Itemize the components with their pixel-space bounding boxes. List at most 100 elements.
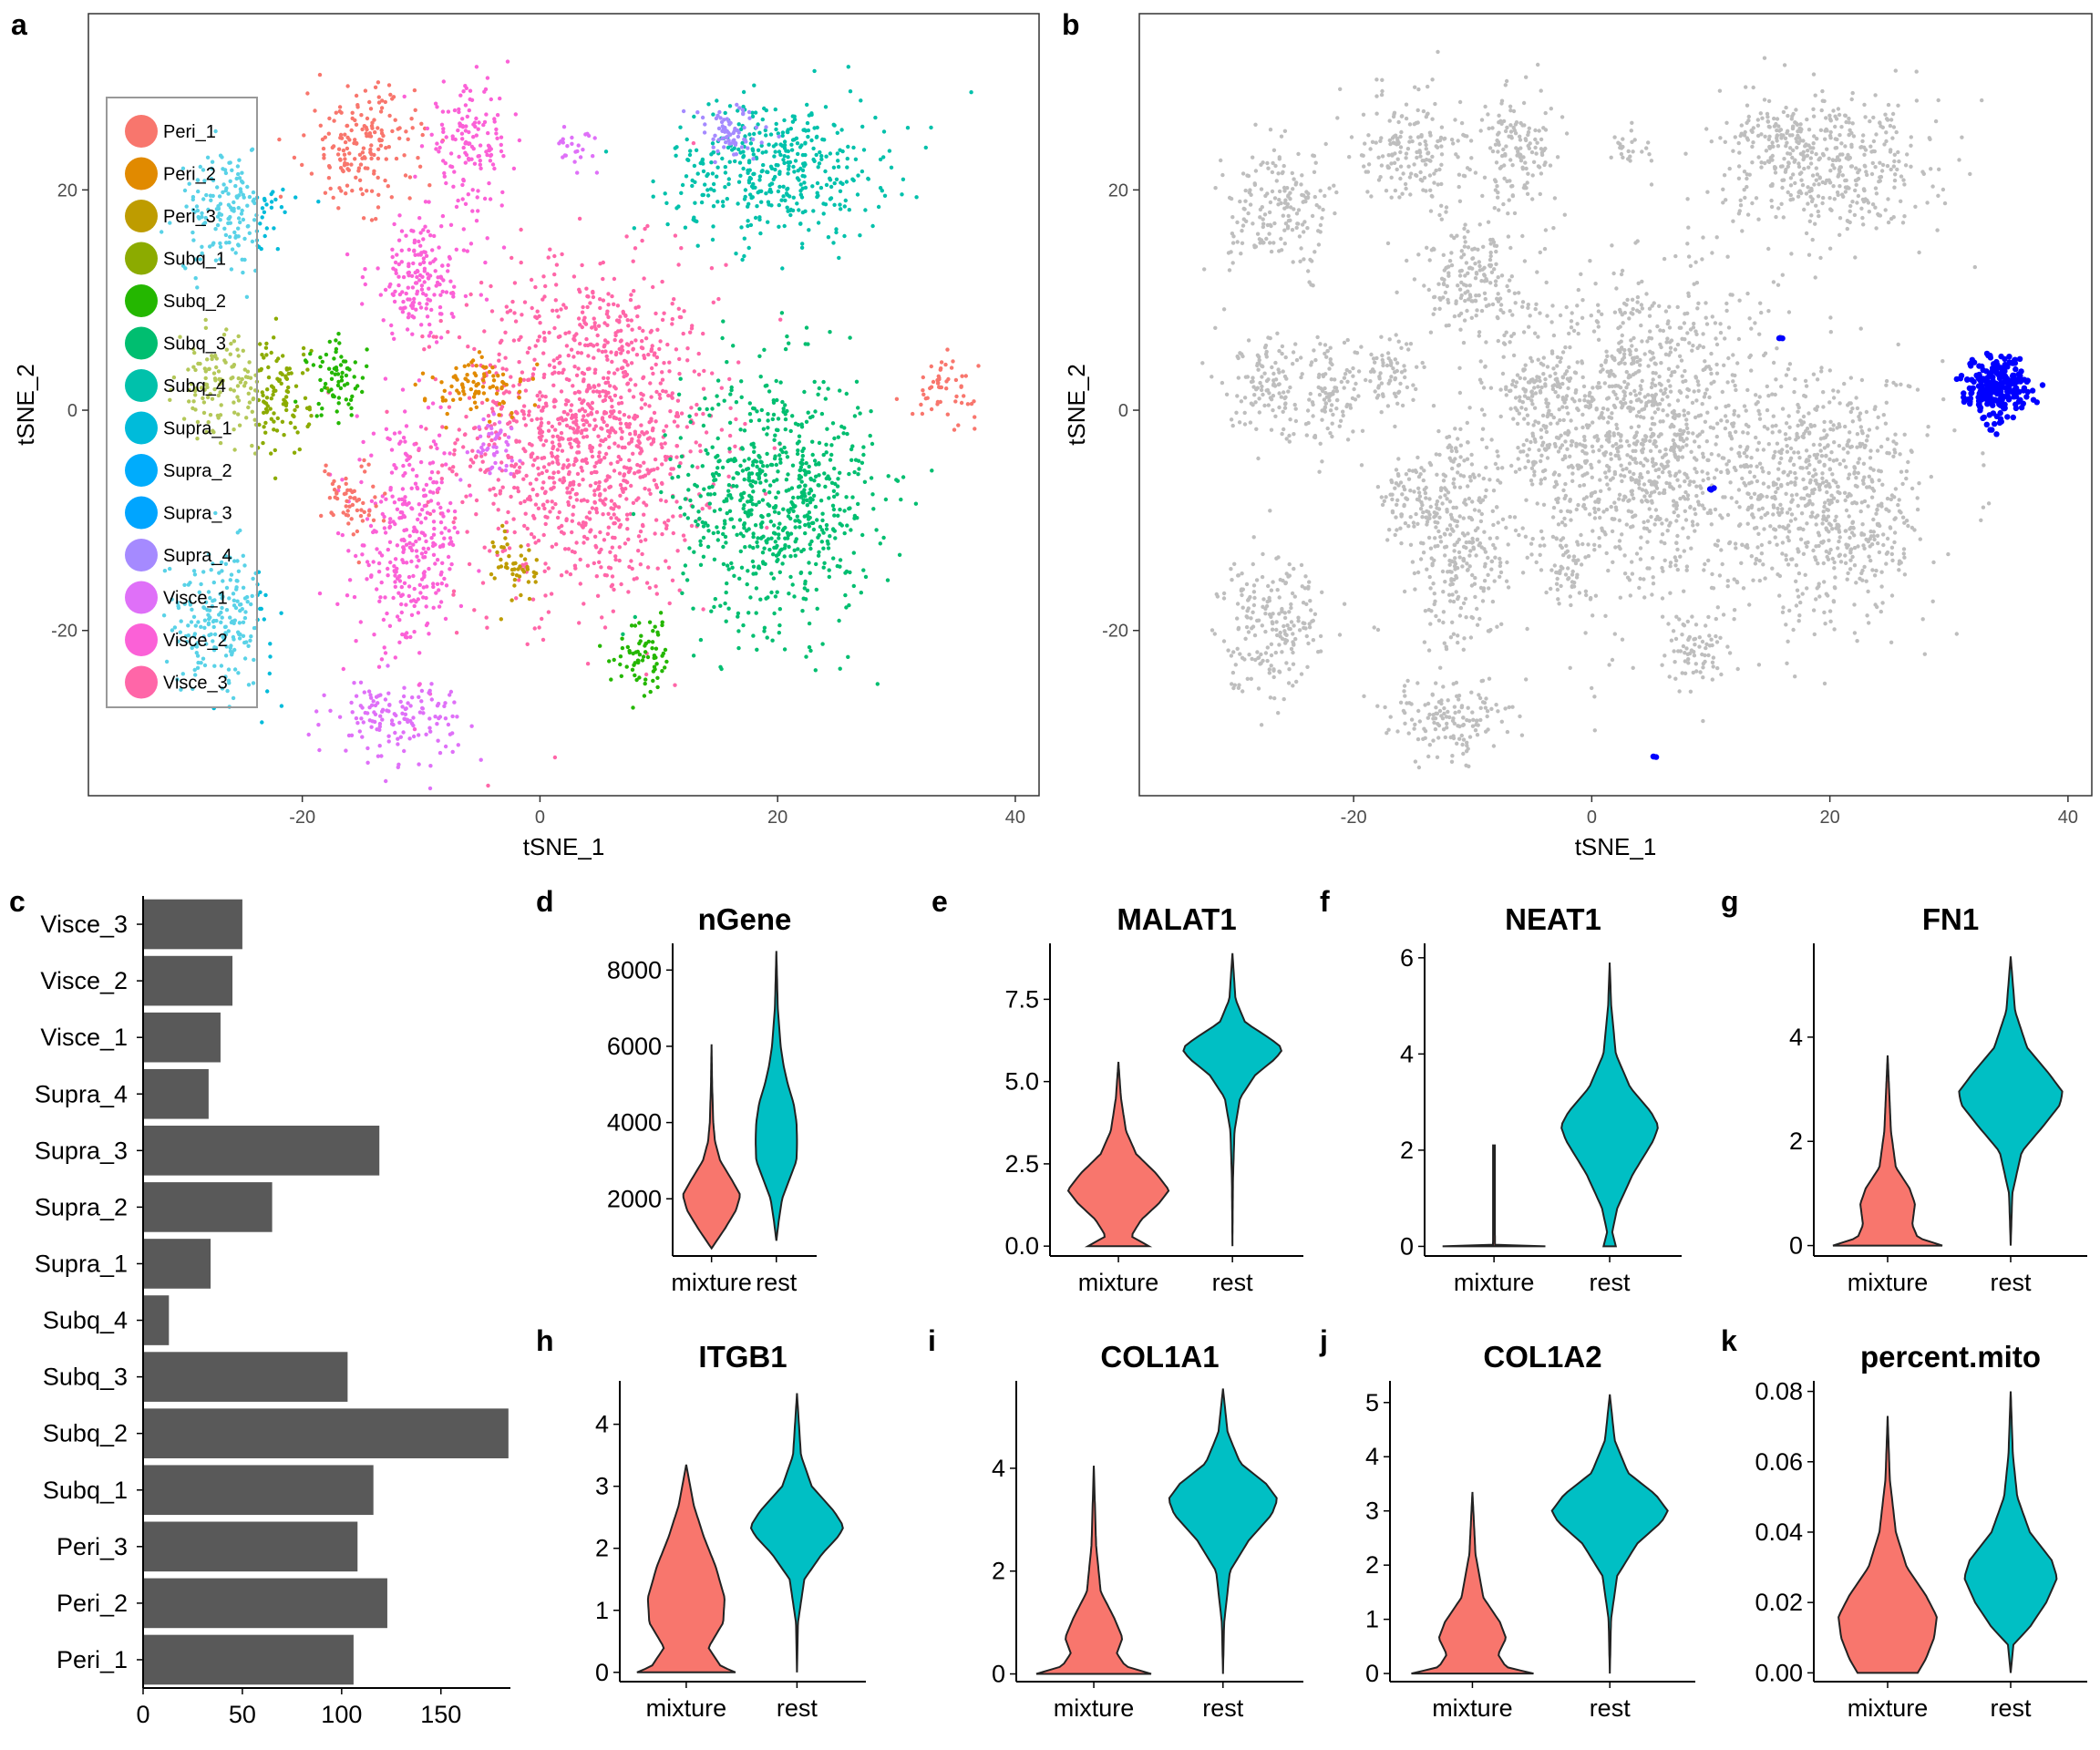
data-point <box>592 489 597 493</box>
data-point <box>510 415 514 419</box>
data-point <box>407 462 412 468</box>
data-point <box>830 503 836 508</box>
data-point <box>659 442 664 447</box>
data-point <box>739 395 744 399</box>
data-point <box>1651 370 1655 376</box>
data-point <box>856 501 860 507</box>
data-point <box>451 589 457 593</box>
data-point <box>389 718 395 723</box>
data-point <box>439 582 444 586</box>
data-point <box>775 559 779 563</box>
data-point <box>876 204 881 210</box>
data-point <box>504 463 509 468</box>
data-point <box>795 201 799 206</box>
data-point <box>435 558 440 562</box>
data-point <box>652 655 656 661</box>
data-point <box>449 540 454 544</box>
data-point <box>766 595 770 600</box>
data-point <box>386 664 390 668</box>
data-point <box>783 403 788 407</box>
data-point <box>414 549 419 553</box>
data-point <box>461 445 466 449</box>
data-point <box>678 314 684 320</box>
data-point <box>427 716 432 721</box>
data-point <box>413 481 418 486</box>
data-point <box>679 411 685 416</box>
data-point <box>1675 342 1681 347</box>
data-point <box>577 521 582 526</box>
data-point <box>860 532 865 538</box>
data-point <box>247 231 252 235</box>
data-point <box>561 303 566 307</box>
data-point <box>435 582 440 586</box>
data-point <box>461 248 467 252</box>
data-point <box>1580 375 1585 380</box>
data-point <box>544 404 549 408</box>
data-point <box>415 485 419 489</box>
data-point <box>576 316 582 321</box>
data-point <box>1684 417 1689 422</box>
data-point <box>760 150 765 155</box>
data-point <box>745 529 749 533</box>
data-point <box>787 592 791 596</box>
data-point <box>383 99 387 105</box>
data-point <box>803 579 808 584</box>
data-point <box>1756 440 1762 445</box>
data-point <box>759 189 764 193</box>
data-point <box>693 180 697 184</box>
data-point <box>387 520 392 525</box>
data-point <box>353 118 357 123</box>
data-point <box>662 361 666 365</box>
data-point <box>474 498 479 503</box>
data-point <box>501 391 506 396</box>
data-point <box>513 319 519 324</box>
data-point <box>389 195 394 200</box>
data-point <box>679 246 684 251</box>
legend-label: Peri_2 <box>163 165 216 185</box>
data-point <box>515 486 520 490</box>
data-point <box>736 134 741 139</box>
data-point <box>607 659 612 664</box>
data-point <box>649 417 654 421</box>
data-point <box>701 169 706 174</box>
data-point <box>454 365 458 371</box>
data-point <box>1638 460 1643 466</box>
data-point <box>693 219 697 223</box>
data-point <box>511 338 517 343</box>
data-point <box>537 335 542 339</box>
data-point <box>444 135 448 139</box>
data-point <box>596 348 601 353</box>
data-point <box>613 331 618 335</box>
data-point <box>629 293 633 297</box>
data-point <box>757 473 761 479</box>
data-point <box>931 379 936 385</box>
data-point <box>797 208 801 212</box>
data-point <box>517 138 522 143</box>
legend-label: Visce_3 <box>163 674 228 694</box>
data-point <box>572 438 577 443</box>
data-point <box>811 527 817 532</box>
data-point <box>1590 420 1595 425</box>
data-point <box>1560 405 1565 409</box>
data-point <box>796 448 800 453</box>
data-point <box>705 171 710 177</box>
data-point <box>264 353 269 357</box>
data-point <box>598 262 602 266</box>
data-point <box>361 500 365 506</box>
data-point <box>396 742 400 746</box>
legend-swatch <box>125 157 158 190</box>
data-point <box>476 127 480 131</box>
data-point <box>438 544 443 549</box>
data-point <box>826 541 830 546</box>
data-point <box>446 722 451 727</box>
data-point <box>695 465 700 469</box>
data-point <box>442 704 447 708</box>
data-point <box>612 337 617 343</box>
data-point <box>233 183 238 189</box>
data-point <box>598 498 602 502</box>
data-point <box>334 110 338 115</box>
data-point <box>411 723 416 728</box>
data-point <box>751 633 756 638</box>
data-point <box>712 188 716 193</box>
data-point <box>778 152 783 158</box>
